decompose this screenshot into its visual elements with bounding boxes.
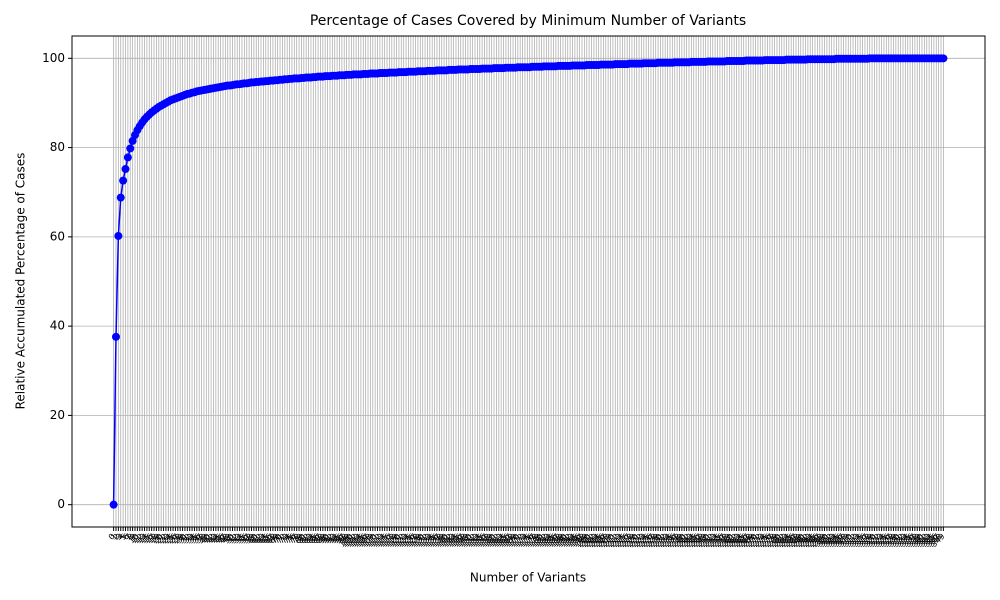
y-axis-label: Relative Accumulated Percentage of Cases: [14, 153, 28, 410]
y-tick-label: 80: [50, 140, 65, 154]
x-tick-label: 2: [112, 532, 122, 542]
point: [109, 500, 118, 509]
x-tick-label: 0: [107, 532, 117, 542]
x-tick-label: 3: [114, 532, 124, 542]
point: [121, 165, 130, 174]
y-tick-label: 20: [50, 408, 65, 422]
point: [126, 144, 135, 153]
point: [116, 193, 125, 202]
x-tick-label: 7: [123, 532, 133, 542]
point: [114, 231, 123, 240]
grid: [72, 36, 985, 527]
x-tick-label: 1: [109, 532, 119, 542]
axes-frame: [71, 35, 986, 528]
plot: [109, 54, 948, 509]
y-tick-label: 0: [57, 497, 65, 511]
x-axis-label: Number of Variants: [470, 571, 586, 585]
point: [111, 332, 120, 341]
y-tick-label: 100: [42, 51, 65, 65]
point: [939, 54, 948, 63]
x-tick-label: 6: [121, 532, 131, 542]
chart-title: Percentage of Cases Covered by Minimum N…: [310, 13, 746, 29]
y-tick-label: 60: [50, 229, 65, 243]
y-tick-label: 40: [50, 319, 65, 333]
x-tick-label: 4: [116, 532, 126, 542]
x-tick-label: 8: [126, 532, 136, 542]
x-tick-label: 5: [119, 532, 129, 542]
x-tick-label: 9: [128, 532, 138, 542]
point: [123, 153, 132, 162]
point: [119, 176, 128, 185]
